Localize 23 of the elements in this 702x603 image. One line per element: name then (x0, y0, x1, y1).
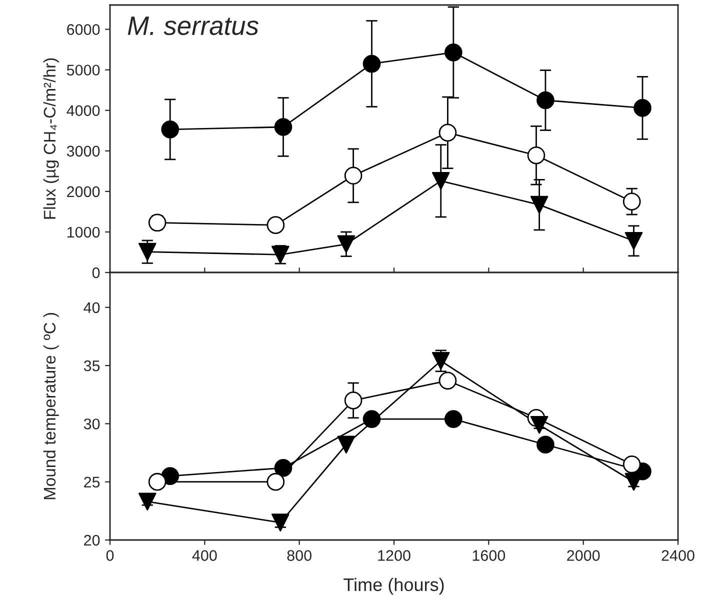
y-tick-label: 40 (84, 302, 100, 314)
y-axis-title: Flux (µg CH₄-C/m²/hr) (43, 58, 59, 219)
y-tick-label: 6000 (67, 24, 100, 36)
x-tick-label: 1200 (378, 550, 410, 561)
x-tick-label: 2000 (567, 550, 600, 561)
x-tick-label: 0 (106, 550, 114, 561)
y-axis-title: Mound temperature ( ºC ) (43, 312, 59, 500)
x-tick-label: 2400 (662, 550, 694, 561)
y-tick-label: 35 (84, 360, 100, 372)
y-tick-label: 3000 (66, 146, 100, 157)
y-tick-label: 5000 (66, 64, 100, 76)
x-axis-title: Time (hours) (344, 578, 444, 595)
y-tick-label: 4000 (66, 105, 100, 116)
annotation: M. serratus (128, 16, 258, 36)
y-tick-label: 1000 (67, 226, 100, 238)
x-tick-label: 800 (287, 550, 312, 561)
x-tick-label: 400 (192, 550, 217, 561)
y-tick-label: 30 (84, 418, 100, 430)
y-tick-label: 25 (84, 476, 100, 488)
y-tick-label: 0 (92, 267, 100, 278)
x-tick-label: 1600 (472, 550, 506, 561)
y-tick-label: 20 (84, 534, 100, 546)
y-tick-label: 2000 (67, 186, 100, 198)
